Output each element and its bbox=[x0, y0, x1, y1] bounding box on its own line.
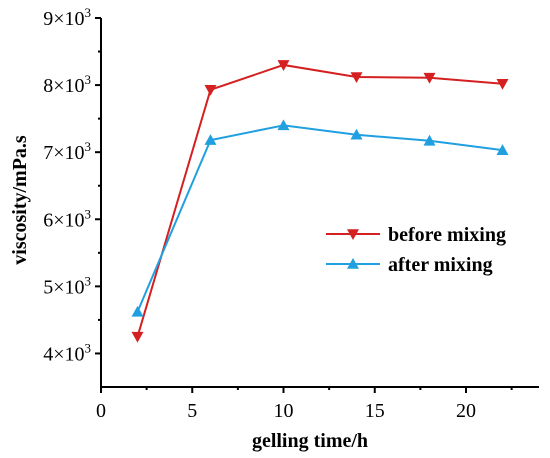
x-axis-title: gelling time/h bbox=[252, 430, 368, 452]
axes: 0 5 10 15 20 4×103 5×103 6×103 7×103 8×103 9×103 bbox=[43, 5, 539, 422]
data-point bbox=[131, 331, 144, 343]
y-axis-title: viscosity/mPa.s bbox=[9, 135, 31, 265]
y-tick-label: 4×103 bbox=[43, 340, 91, 365]
data-point bbox=[350, 128, 363, 140]
y-tick-label: 8×103 bbox=[43, 72, 91, 97]
data-point bbox=[496, 144, 509, 155]
data-point bbox=[277, 119, 290, 131]
data-point bbox=[423, 72, 436, 84]
data-point bbox=[204, 134, 217, 145]
y-tick-label: 5×103 bbox=[43, 273, 91, 298]
legend-marker bbox=[347, 229, 359, 240]
x-tick-label: 0 bbox=[96, 400, 106, 422]
legend: before mixing after mixing bbox=[326, 224, 506, 276]
y-tick-label: 7×103 bbox=[43, 139, 91, 164]
series-line bbox=[136, 63, 503, 337]
x-tick-label: 20 bbox=[456, 400, 476, 422]
data-point bbox=[277, 60, 290, 71]
y-tick-label: 9×103 bbox=[43, 5, 91, 30]
data-point bbox=[204, 84, 217, 96]
data-point bbox=[423, 134, 436, 146]
legend-item: before mixing bbox=[326, 224, 506, 246]
series-line bbox=[136, 124, 503, 313]
series-layer bbox=[131, 60, 509, 343]
data-point bbox=[496, 78, 509, 90]
x-tick-label: 5 bbox=[187, 400, 197, 422]
y-tick-label: 6×103 bbox=[43, 206, 91, 231]
series-before-mixing bbox=[131, 60, 509, 343]
data-point bbox=[350, 72, 363, 84]
x-tick-label: 10 bbox=[274, 400, 294, 422]
legend-label: after mixing bbox=[388, 254, 493, 276]
legend-label: before mixing bbox=[388, 224, 506, 246]
legend-item: after mixing bbox=[326, 254, 493, 276]
data-point bbox=[131, 305, 144, 317]
x-tick-label: 15 bbox=[365, 400, 385, 422]
series-after-mixing bbox=[131, 119, 509, 317]
legend-marker bbox=[347, 258, 359, 269]
